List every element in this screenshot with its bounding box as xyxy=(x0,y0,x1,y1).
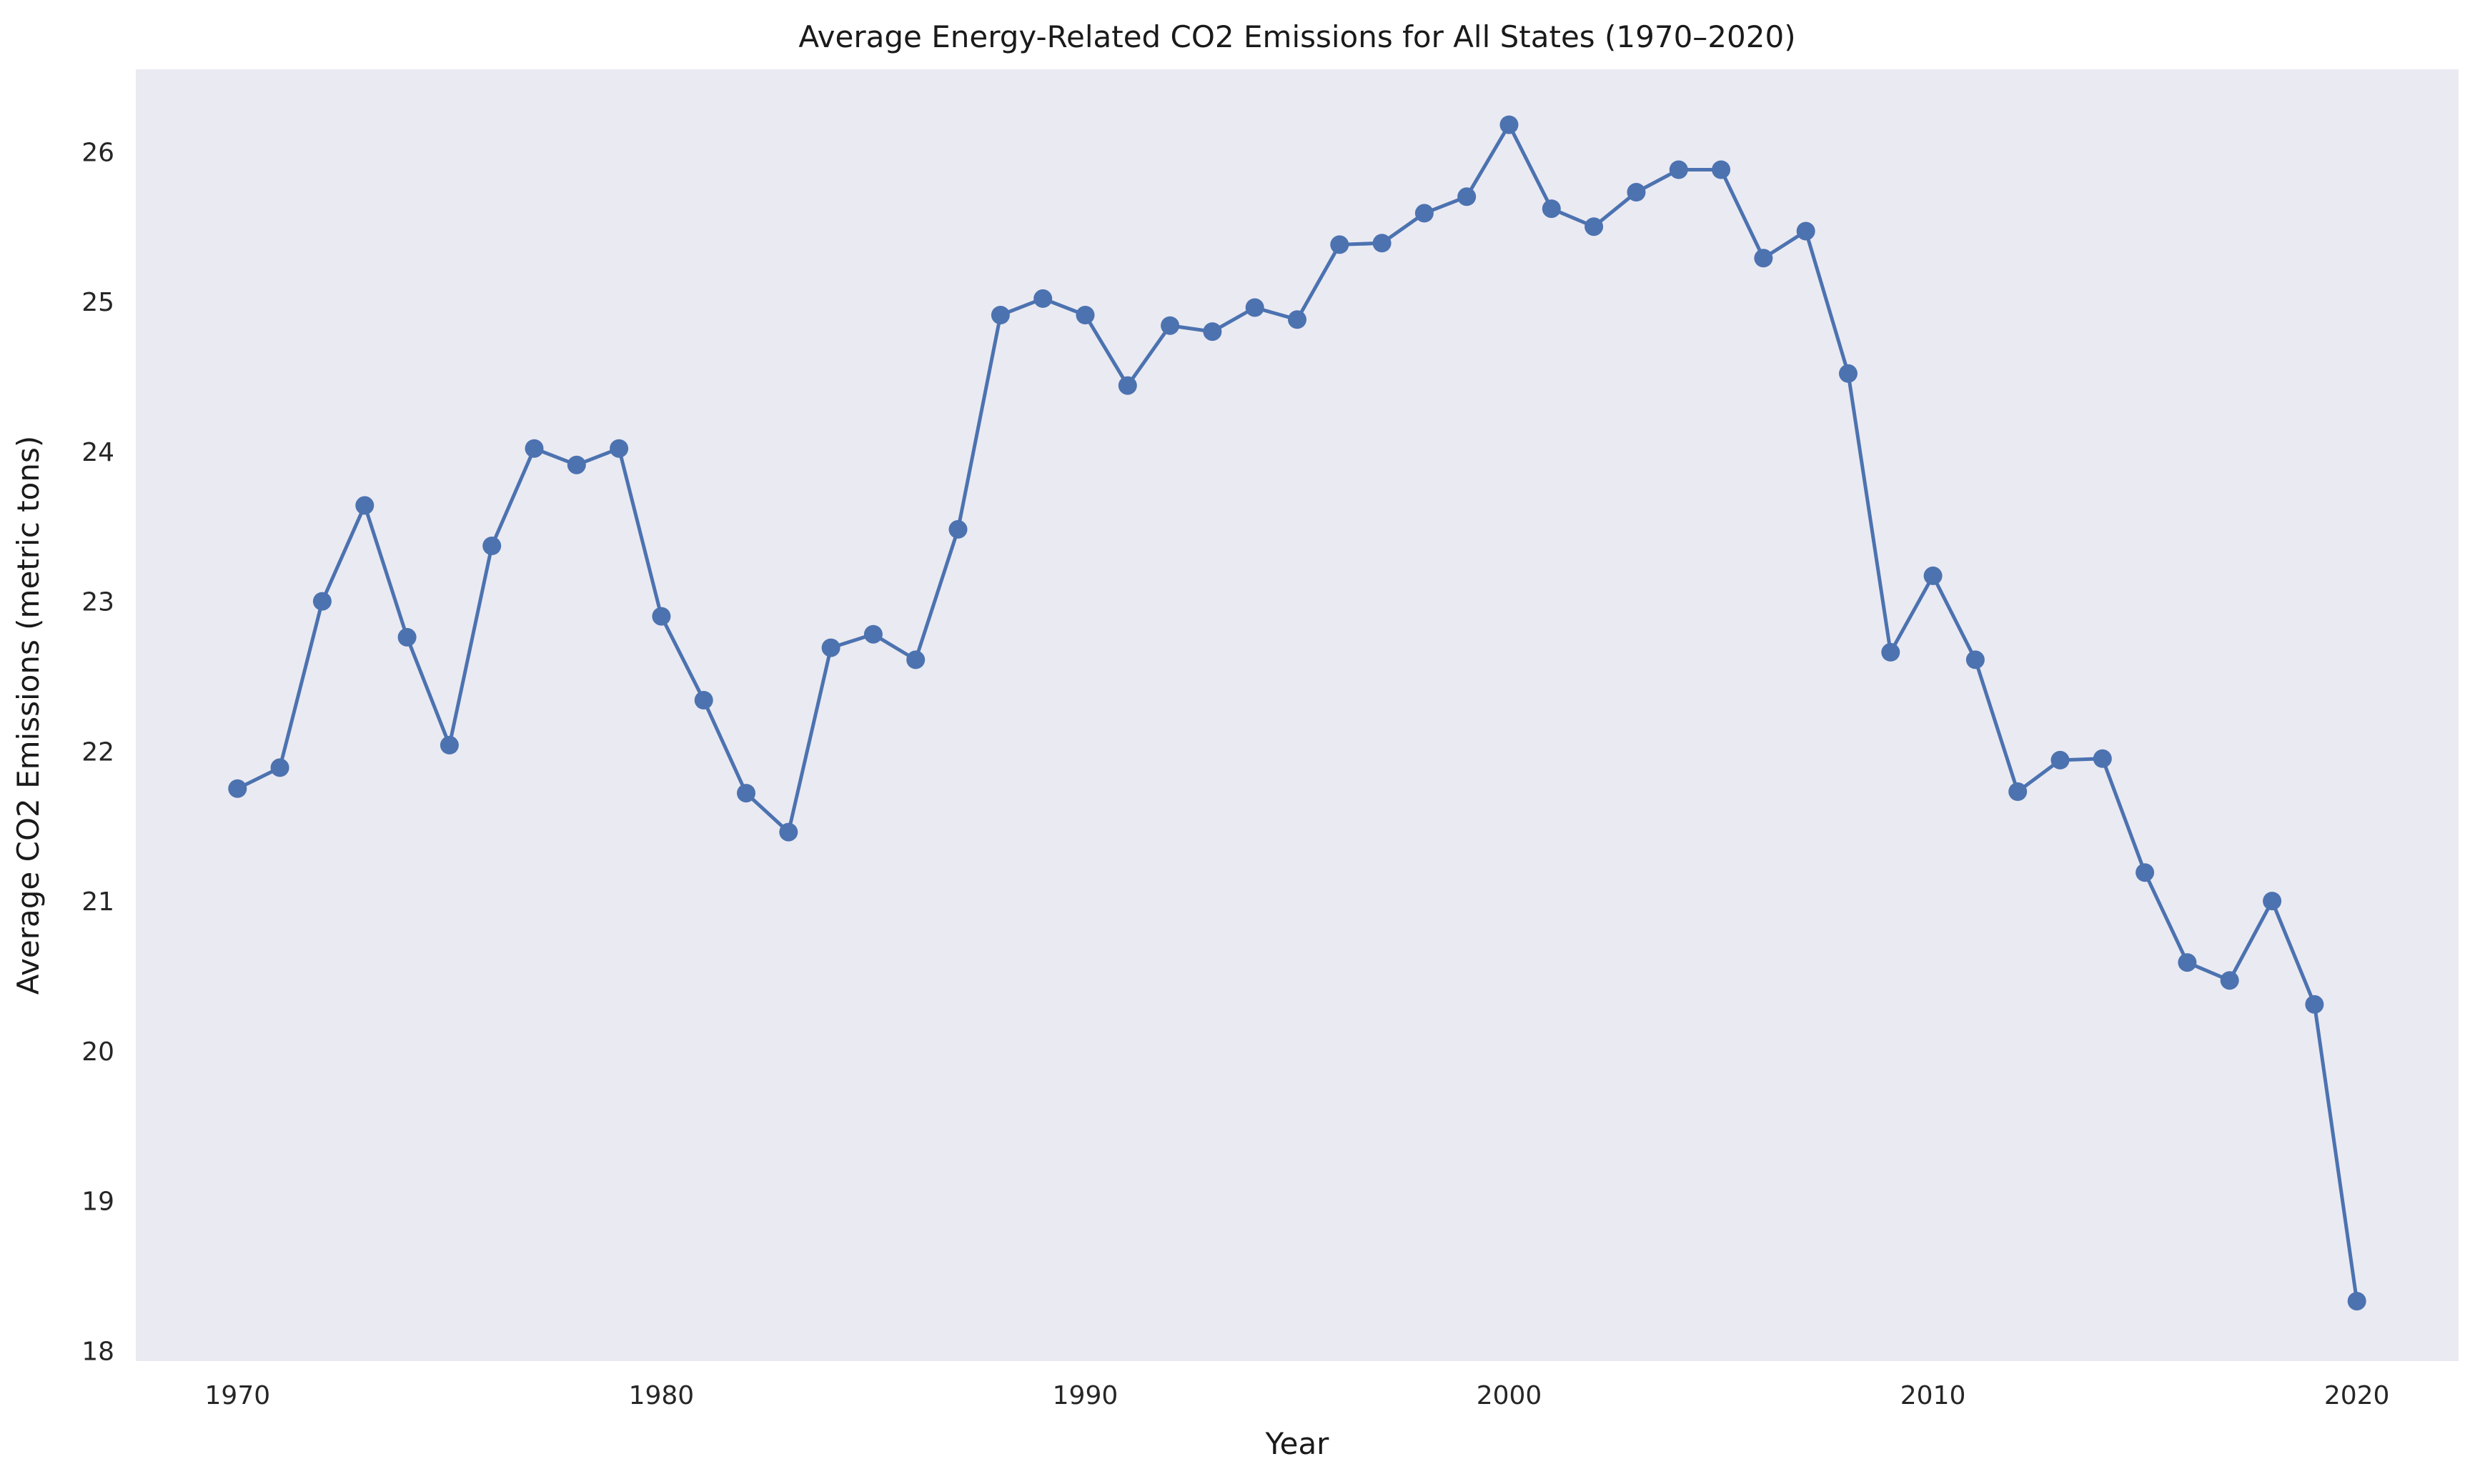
data-point xyxy=(1627,183,1646,201)
data-point xyxy=(525,439,544,458)
data-point xyxy=(610,439,629,458)
data-point xyxy=(863,624,883,644)
x-tick-label: 2000 xyxy=(1477,1381,1542,1410)
data-point xyxy=(2263,892,2282,911)
data-point xyxy=(228,779,247,798)
data-point xyxy=(1414,204,1434,223)
x-tick-label: 2010 xyxy=(1900,1381,1966,1410)
data-point xyxy=(1712,160,1731,179)
data-point xyxy=(1457,187,1477,206)
data-point xyxy=(737,784,755,803)
data-point xyxy=(1542,199,1561,219)
data-point xyxy=(270,758,289,777)
y-tick-label: 21 xyxy=(81,887,114,917)
data-point xyxy=(397,627,417,647)
data-point xyxy=(567,455,586,474)
chart-title: Average Energy-Related CO2 Emissions for… xyxy=(798,19,1795,54)
data-point xyxy=(2220,971,2239,990)
y-tick-label: 26 xyxy=(81,138,114,167)
data-point xyxy=(1584,217,1604,236)
data-point xyxy=(906,650,926,669)
data-point xyxy=(482,537,502,555)
data-point xyxy=(355,496,375,515)
data-point xyxy=(312,592,332,611)
data-point xyxy=(1161,316,1180,335)
data-point xyxy=(1372,234,1392,253)
x-axis-label: Year xyxy=(1265,1426,1330,1461)
data-point xyxy=(948,519,968,539)
x-tick-label: 2020 xyxy=(2324,1381,2390,1410)
data-point xyxy=(1796,221,1815,241)
x-tick-label: 1970 xyxy=(205,1381,271,1410)
data-point xyxy=(991,306,1010,324)
data-points xyxy=(228,115,2366,1311)
x-axis: 1970 1980 1990 2000 2010 2020 xyxy=(205,1381,2390,1410)
data-point xyxy=(1965,650,1985,669)
data-point xyxy=(1669,160,1688,179)
data-point xyxy=(2050,750,2070,770)
data-point xyxy=(1330,235,1349,254)
data-point xyxy=(1033,289,1053,308)
data-point xyxy=(1499,115,1519,134)
data-point xyxy=(2347,1292,2366,1311)
data-point xyxy=(1923,566,1943,585)
data-point xyxy=(1245,298,1264,317)
data-point xyxy=(1118,376,1137,395)
data-point xyxy=(440,735,459,755)
y-tick-label: 25 xyxy=(81,288,114,317)
data-point xyxy=(652,607,671,626)
data-point xyxy=(1881,642,1900,662)
y-tick-label: 18 xyxy=(81,1337,114,1366)
y-tick-label: 20 xyxy=(81,1037,114,1067)
y-tick-label: 19 xyxy=(81,1187,114,1217)
data-point xyxy=(2008,782,2028,801)
x-tick-label: 1980 xyxy=(629,1381,695,1410)
data-point xyxy=(2305,995,2324,1014)
data-point xyxy=(821,638,840,657)
y-tick-label: 24 xyxy=(81,438,114,467)
data-point xyxy=(1076,306,1095,324)
data-point xyxy=(779,822,798,842)
y-axis-label: Average CO2 Emissions (metric tons) xyxy=(11,436,46,995)
data-point xyxy=(1839,364,1857,383)
data-point xyxy=(1203,322,1222,342)
y-axis: 18 19 20 21 22 23 24 25 26 xyxy=(81,138,114,1366)
data-point xyxy=(2093,749,2112,768)
y-tick-label: 23 xyxy=(81,588,114,617)
plot-area xyxy=(136,69,2459,1361)
data-point xyxy=(1288,310,1306,329)
data-point xyxy=(694,691,713,709)
data-point xyxy=(1754,249,1773,268)
y-tick-label: 22 xyxy=(81,737,114,767)
data-point xyxy=(2178,953,2197,972)
data-point xyxy=(2136,863,2155,882)
x-tick-label: 1990 xyxy=(1053,1381,1119,1410)
